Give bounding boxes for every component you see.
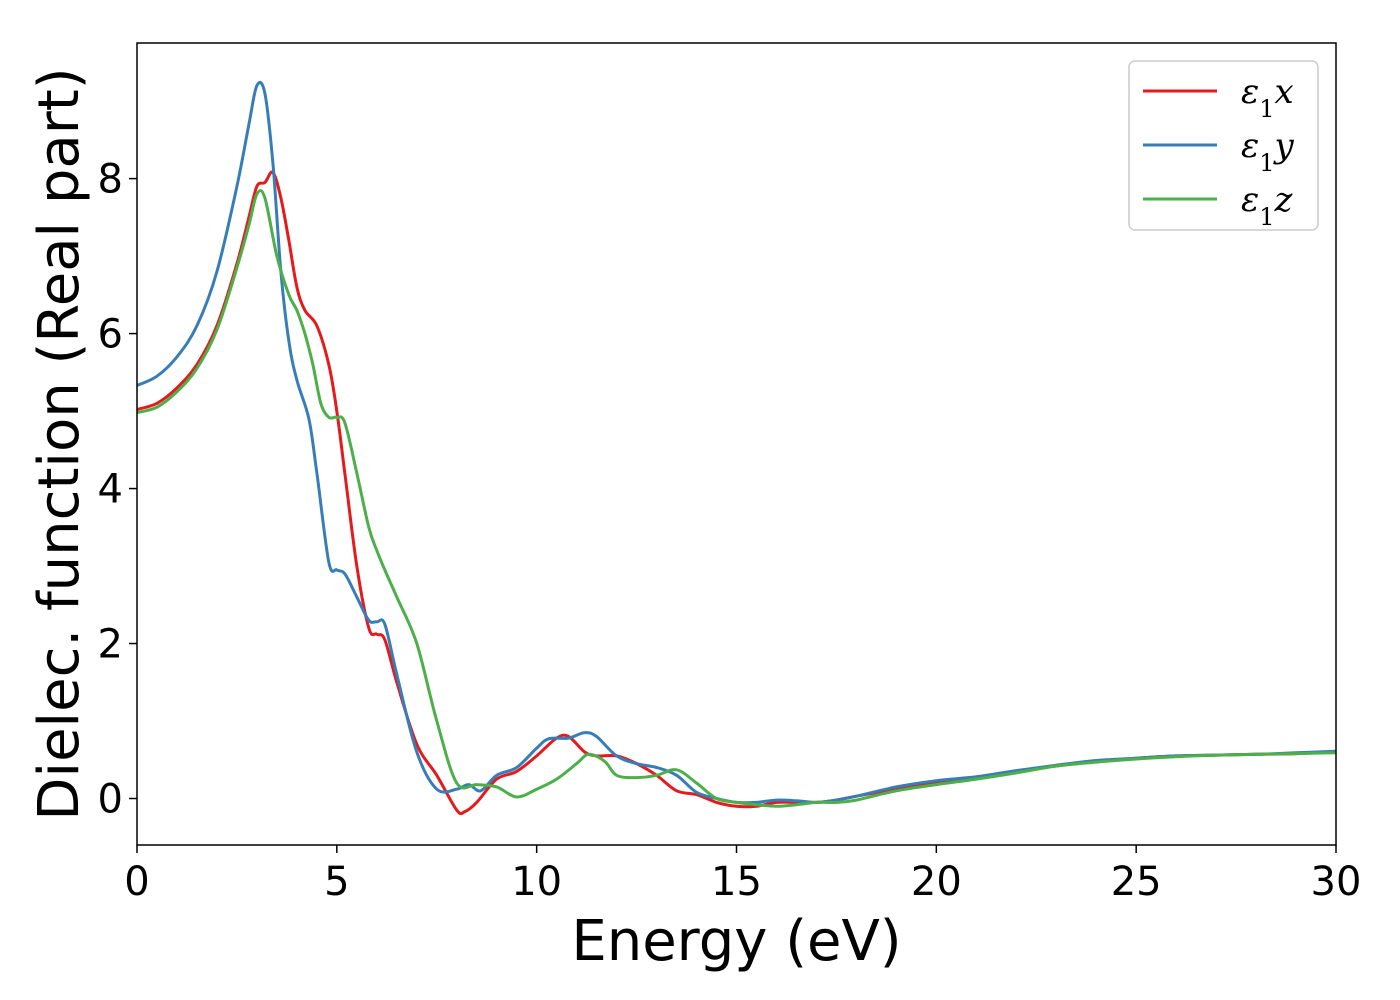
x-tick-label-6: 30	[1311, 859, 1362, 905]
y-tick-label-1: 2	[98, 622, 123, 668]
legend-label-0: ε1x	[1241, 72, 1294, 123]
ticks-layer: 0 5 10 15 20 25 30 0 2 4 6 8	[98, 157, 1362, 905]
x-tick-label-0: 0	[124, 859, 149, 905]
series-line-2	[137, 188, 1336, 808]
y-tick-label-3: 6	[98, 312, 123, 358]
x-tick-label-3: 15	[711, 859, 762, 905]
x-axis-label: Energy (eV)	[571, 909, 901, 974]
y-tick-label-0: 0	[98, 777, 123, 823]
x-tick-label-2: 10	[511, 859, 562, 905]
series-line-1	[137, 80, 1336, 805]
y-tick-label-4: 8	[98, 157, 123, 203]
y-axis-label: Dielec. function (Real part)	[27, 67, 92, 820]
legend-label-2: ε1z	[1241, 180, 1294, 231]
series-line-0	[137, 170, 1336, 816]
x-tick-label-1: 5	[324, 859, 349, 905]
legend-box	[1128, 60, 1319, 231]
x-tick-label-5: 25	[1111, 859, 1162, 905]
series-layer	[137, 80, 1336, 816]
x-tick-label-4: 20	[911, 859, 962, 905]
legend-label-1: ε1y	[1241, 126, 1295, 177]
y-tick-label-2: 4	[98, 467, 123, 513]
